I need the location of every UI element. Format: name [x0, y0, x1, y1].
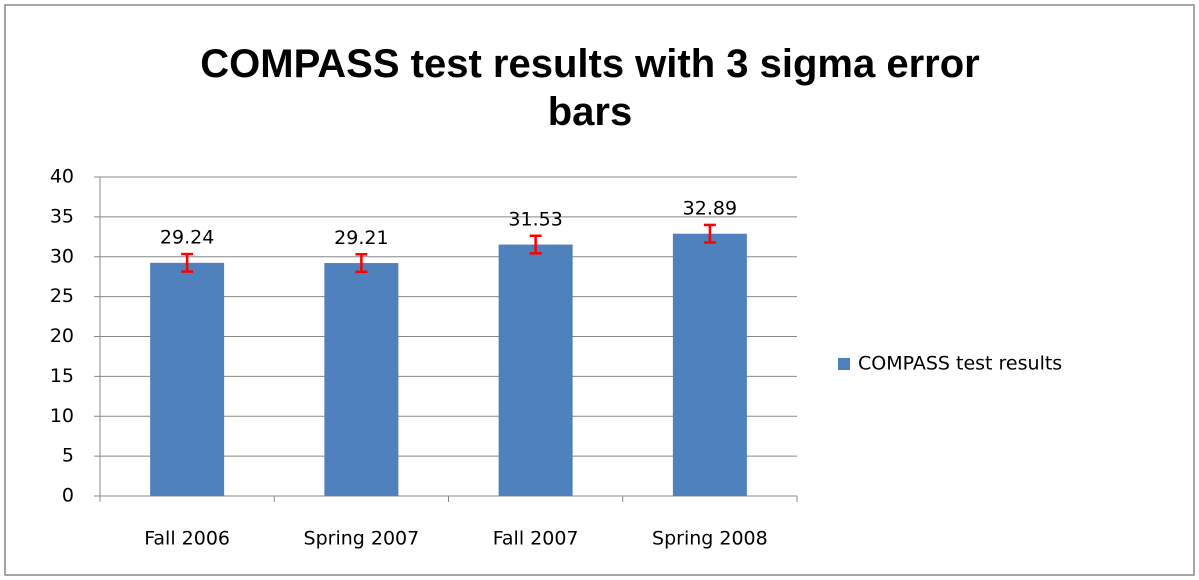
y-tick-label: 0	[62, 485, 74, 507]
x-tick-label: Spring 2007	[304, 528, 420, 550]
bar	[324, 263, 399, 496]
x-tick-label: Fall 2006	[144, 528, 230, 550]
y-tick-label: 25	[50, 285, 74, 307]
error-bar	[181, 252, 194, 273]
y-tick-label: 5	[62, 445, 74, 467]
chart-title: COMPASS test results with 3 sigma error …	[200, 42, 980, 134]
y-tick-label: 40	[50, 166, 74, 188]
data-label: 29.24	[160, 227, 214, 249]
y-tick-label: 20	[50, 325, 74, 347]
legend-swatch	[838, 358, 850, 370]
bar	[150, 262, 225, 496]
data-label: 29.21	[334, 227, 388, 249]
y-tick-label: 35	[50, 205, 74, 227]
error-bar	[703, 223, 716, 244]
y-tick-label: 15	[50, 365, 74, 387]
data-label: 31.53	[508, 208, 562, 230]
x-tick-label: Spring 2008	[652, 528, 768, 550]
legend-label: COMPASS test results	[858, 353, 1062, 375]
y-tick-label: 30	[50, 245, 74, 267]
y-tick-label: 10	[50, 405, 74, 427]
data-label: 32.89	[683, 197, 737, 219]
error-bar	[529, 234, 542, 255]
bar	[672, 233, 747, 496]
error-bar	[355, 253, 368, 274]
bar	[498, 244, 573, 496]
x-tick-label: Fall 2007	[493, 528, 579, 550]
